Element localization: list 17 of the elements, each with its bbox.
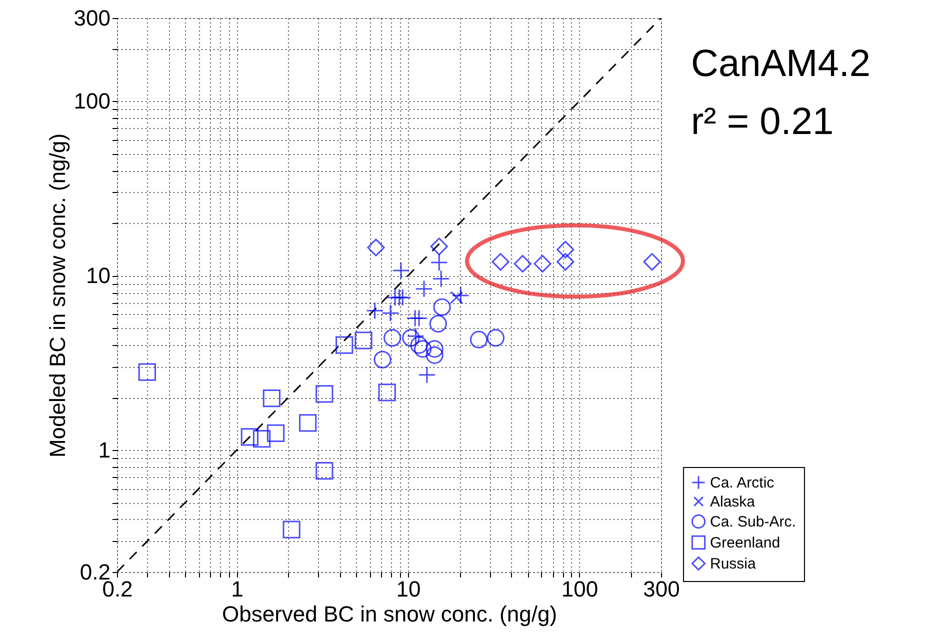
text: r² = 0.21 <box>691 101 834 143</box>
text: CanAM4.2 <box>691 43 871 85</box>
legend-label: Ca. Sub-Arc. <box>710 514 796 530</box>
x-tick-label: 10 <box>396 576 421 602</box>
y-axis-title: Modeled BC in snow conc. (ng/g) <box>44 133 70 458</box>
y-tick-label: 100 <box>74 88 110 114</box>
legend-label: Russia <box>710 556 757 572</box>
y-tick-label: 1 <box>98 438 110 463</box>
y-tick-label: 10 <box>86 263 110 288</box>
legend-label: Alaska <box>710 494 756 510</box>
y-tick-label: 300 <box>74 6 110 30</box>
x-tick-label: 1 <box>231 576 244 602</box>
legend-label: Ca. Arctic <box>710 474 775 492</box>
legend-label: Greenland <box>710 534 780 552</box>
x-axis-title: Observed BC in snow conc. (ng/g) <box>222 602 558 626</box>
x-tick-label: 100 <box>561 576 598 602</box>
x-tick-label: 300 <box>643 576 680 602</box>
